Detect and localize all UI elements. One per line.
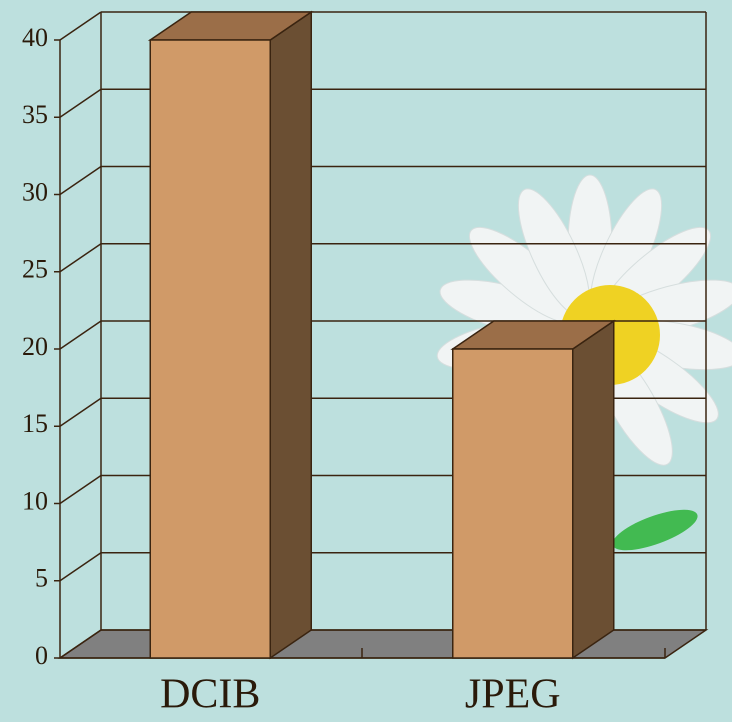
grid-line [59, 88, 102, 118]
bar-front [149, 39, 271, 659]
bar-front [452, 348, 574, 659]
y-tick-label: 20 [22, 332, 48, 361]
bar-side [269, 10, 312, 660]
y-tick-label: 35 [22, 100, 48, 129]
grid-line [59, 629, 102, 659]
grid-line [59, 165, 102, 196]
bar [147, 10, 314, 660]
bar-side [572, 319, 615, 660]
grid-line [59, 397, 102, 427]
grid-line [59, 474, 102, 505]
grid-line [59, 243, 102, 273]
grid-line [59, 11, 102, 41]
y-tick-label: 5 [35, 564, 48, 593]
bar [450, 319, 617, 660]
x-tick-label: DCIB [160, 672, 260, 718]
y-tick-label: 40 [22, 23, 48, 52]
y-tick-label: 15 [22, 409, 48, 438]
y-tick-label: 30 [22, 177, 48, 206]
y-tick-label: 0 [35, 641, 48, 670]
y-tick-label: 10 [22, 486, 48, 515]
y-tick-label: 25 [22, 255, 48, 284]
x-tick-label: JPEG [465, 672, 561, 718]
grid-line [59, 320, 102, 350]
grid-line [59, 552, 102, 582]
